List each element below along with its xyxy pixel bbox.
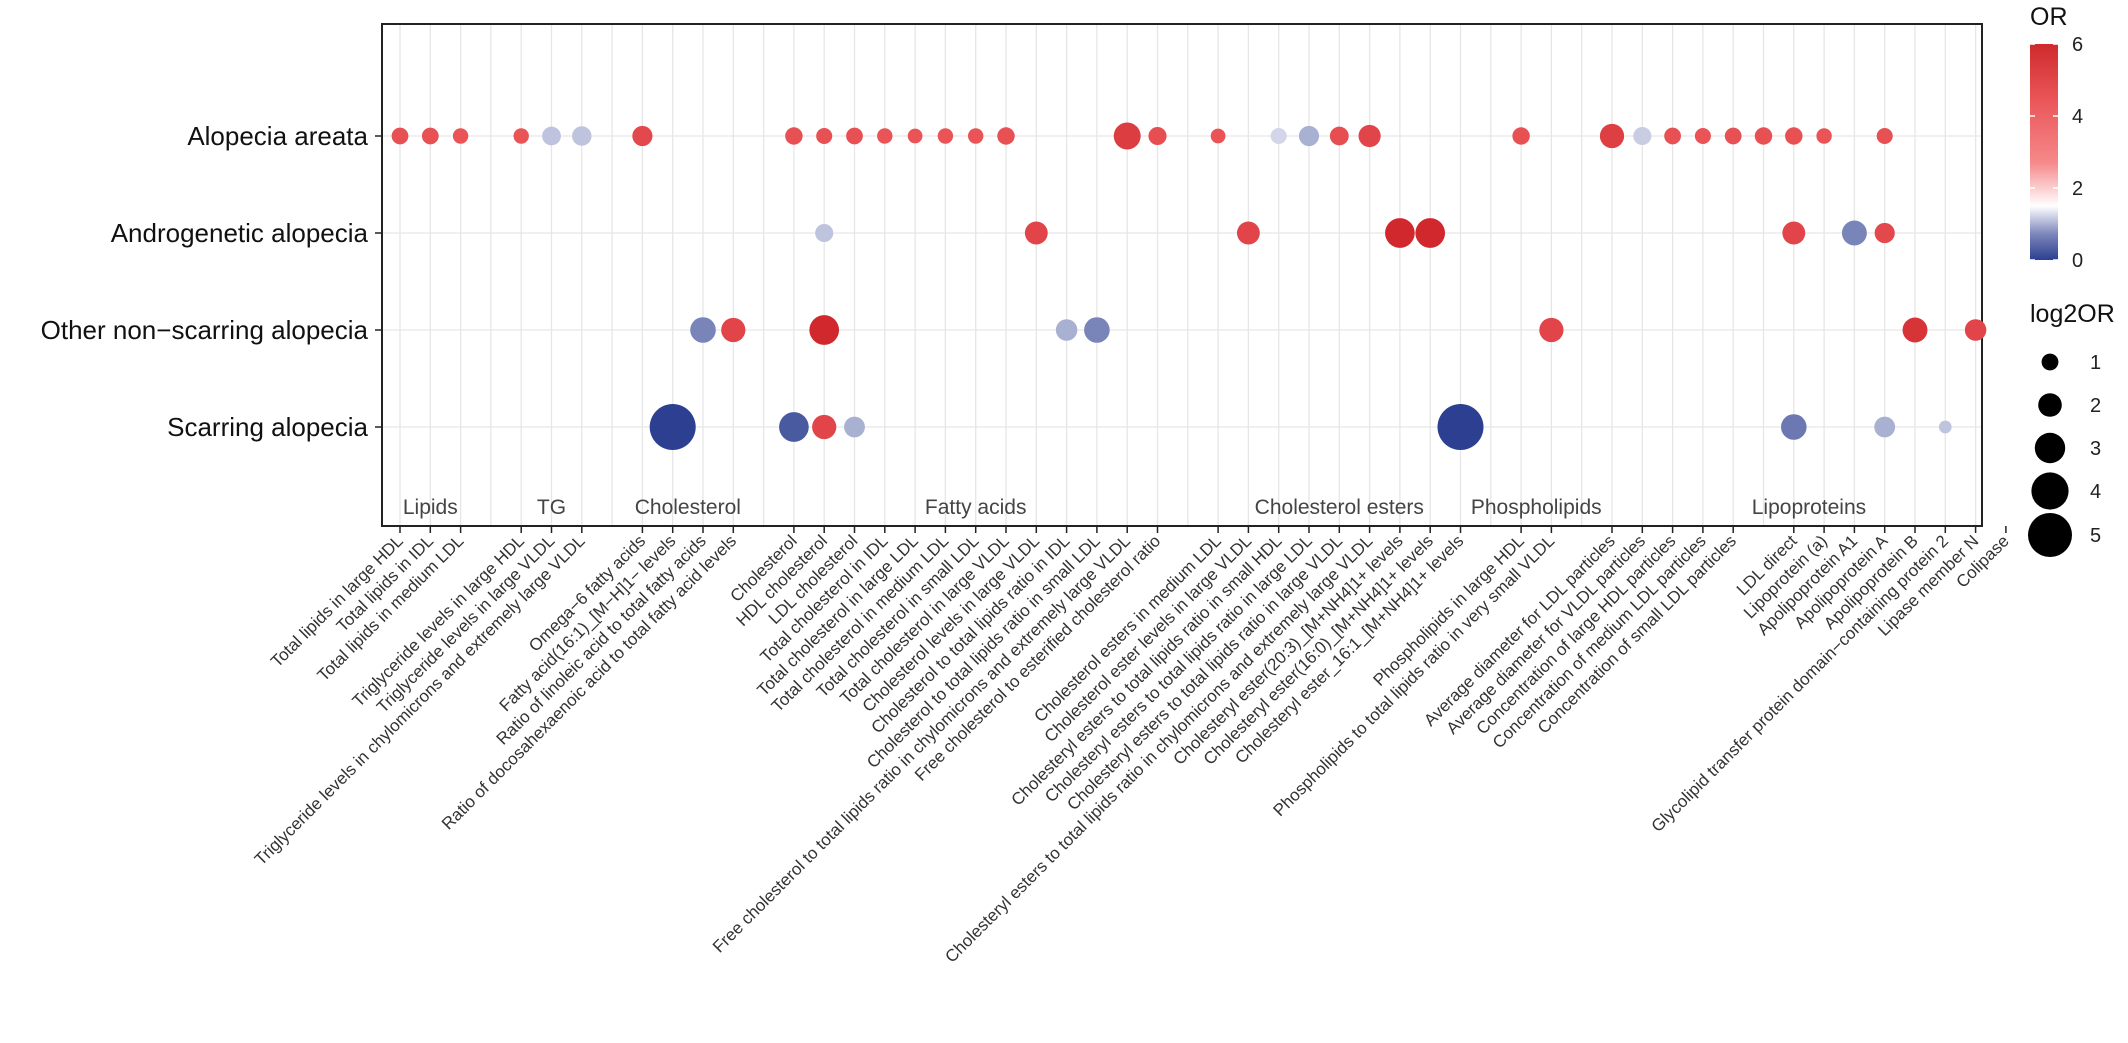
- data-point[interactable]: [815, 223, 834, 243]
- data-point[interactable]: [1298, 125, 1320, 147]
- grid-layer: [382, 24, 1982, 526]
- data-point[interactable]: [1024, 221, 1048, 245]
- data-point[interactable]: [1512, 127, 1530, 145]
- data-point[interactable]: [1874, 222, 1895, 244]
- data-point[interactable]: [1874, 416, 1896, 438]
- y-tick-label: Androgenetic alopecia: [111, 218, 369, 248]
- data-point[interactable]: [513, 128, 529, 144]
- data-point[interactable]: [1329, 126, 1349, 146]
- log2or-size-legend: log2OR 1 2 3 4 5: [2028, 300, 2115, 557]
- data-point[interactable]: [1781, 414, 1807, 440]
- data-point[interactable]: [690, 317, 716, 343]
- data-point[interactable]: [1210, 128, 1226, 144]
- group-label: Phospholipids: [1471, 496, 1602, 519]
- data-point[interactable]: [816, 127, 833, 145]
- data-point[interactable]: [809, 315, 840, 345]
- data-point[interactable]: [844, 416, 865, 438]
- data-point[interactable]: [1694, 127, 1711, 145]
- data-point[interactable]: [1782, 221, 1806, 245]
- size-legend-dot: [2041, 353, 2059, 371]
- size-legend-label: 2: [2090, 395, 2101, 417]
- data-point[interactable]: [1055, 319, 1078, 341]
- data-point[interactable]: [1902, 317, 1928, 343]
- data-point[interactable]: [1236, 221, 1260, 245]
- data-point[interactable]: [779, 412, 809, 442]
- data-point[interactable]: [846, 127, 863, 145]
- data-point[interactable]: [1938, 420, 1952, 434]
- data-point[interactable]: [1633, 126, 1652, 146]
- data-point[interactable]: [1084, 317, 1110, 343]
- row-labels: Alopecia areata Androgenetic alopecia Othe…: [41, 121, 382, 442]
- data-point[interactable]: [877, 128, 893, 144]
- data-point[interactable]: [542, 126, 561, 146]
- or-colorbar: [2030, 44, 2058, 260]
- size-legend-label: 4: [2090, 481, 2101, 503]
- size-legend-label: 3: [2090, 438, 2101, 460]
- data-point[interactable]: [421, 127, 439, 145]
- y-tick-label: Other non−scarring alopecia: [41, 315, 369, 345]
- size-legend-label: 1: [2090, 352, 2101, 374]
- data-point[interactable]: [1539, 317, 1564, 343]
- group-labels: Lipids TG Cholesterol Fatty acids Cholestero…: [403, 496, 1866, 519]
- y-tick-label: Scarring alopecia: [167, 412, 368, 442]
- or-color-legend: OR 0 2 4 6: [2030, 3, 2083, 272]
- size-legend-dot: [2031, 472, 2069, 510]
- size-legend-dot: [2028, 513, 2072, 557]
- data-point[interactable]: [1113, 122, 1141, 150]
- group-label: Fatty acids: [925, 496, 1027, 519]
- or-legend-tick: 4: [2072, 106, 2083, 128]
- size-legend-dot: [2034, 432, 2066, 464]
- data-point[interactable]: [1437, 404, 1484, 450]
- data-point[interactable]: [1385, 218, 1415, 248]
- data-point[interactable]: [997, 127, 1015, 145]
- data-point[interactable]: [1358, 124, 1381, 148]
- data-point[interactable]: [812, 414, 837, 440]
- or-legend-tick: 6: [2072, 34, 2083, 56]
- data-point[interactable]: [1270, 127, 1287, 145]
- data-point[interactable]: [1876, 127, 1893, 145]
- data-point[interactable]: [632, 125, 653, 147]
- log2or-legend-title: log2OR: [2030, 300, 2115, 328]
- data-point[interactable]: [1664, 127, 1681, 145]
- or-legend-title: OR: [2030, 3, 2068, 31]
- data-point[interactable]: [1724, 127, 1742, 145]
- plot-panel: [381, 23, 1983, 527]
- data-point[interactable]: [1841, 220, 1867, 246]
- data-point[interactable]: [1964, 319, 1987, 341]
- data-point[interactable]: [785, 127, 803, 145]
- group-label: TG: [537, 496, 566, 519]
- size-legend-label: 5: [2090, 525, 2101, 547]
- data-point[interactable]: [937, 128, 954, 144]
- data-point[interactable]: [1415, 218, 1446, 248]
- or-legend-tick: 2: [2072, 178, 2083, 200]
- or-legend-tick: 0: [2072, 250, 2083, 272]
- data-point[interactable]: [907, 128, 923, 144]
- data-point[interactable]: [1785, 127, 1803, 145]
- data-point[interactable]: [1754, 127, 1773, 145]
- group-label: Lipids: [403, 496, 458, 519]
- data-point[interactable]: [649, 404, 696, 450]
- data-point[interactable]: [452, 128, 469, 144]
- group-label: Lipoproteins: [1752, 496, 1866, 519]
- data-point[interactable]: [1599, 123, 1625, 149]
- group-label: Cholesterol: [635, 496, 741, 519]
- data-point[interactable]: [572, 126, 592, 146]
- data-point[interactable]: [1816, 128, 1832, 144]
- data-point[interactable]: [721, 317, 746, 343]
- y-tick-label: Alopecia areata: [187, 121, 368, 151]
- data-point[interactable]: [1148, 126, 1167, 146]
- size-legend-dot: [2038, 393, 2062, 417]
- group-label: Cholesterol esters: [1255, 496, 1424, 519]
- data-point[interactable]: [391, 127, 409, 145]
- data-point[interactable]: [968, 128, 984, 144]
- points-layer: [391, 122, 1987, 450]
